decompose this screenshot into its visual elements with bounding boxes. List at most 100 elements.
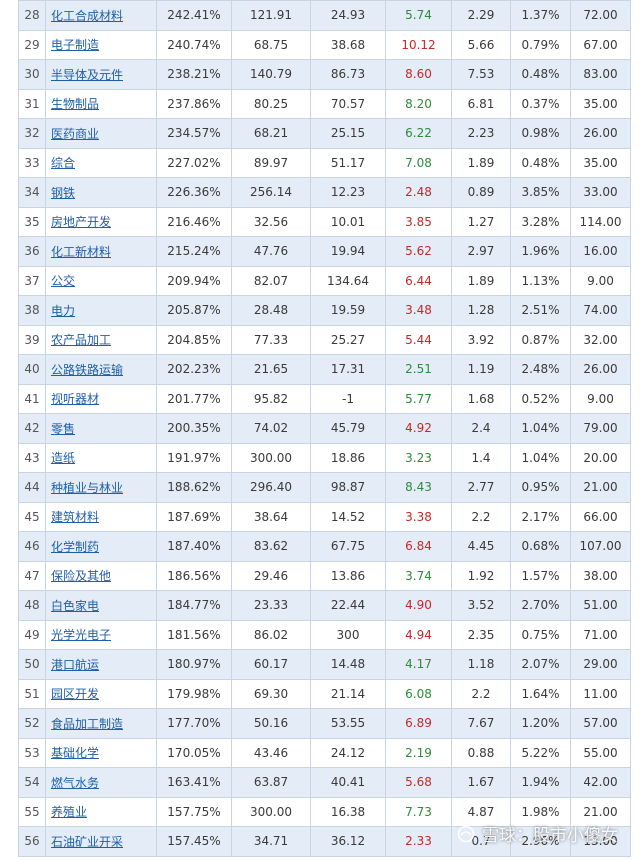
industry-link[interactable]: 养殖业 bbox=[51, 805, 88, 820]
metric-cell: 13.86 bbox=[310, 560, 386, 591]
metric-cell: 300.00 bbox=[231, 442, 311, 473]
industry-link[interactable]: 白色家电 bbox=[51, 598, 100, 613]
industry-name-cell[interactable]: 医药商业 bbox=[45, 118, 157, 149]
table-row: 29 电子制造 240.74% 68.75 38.68 10.12 5.66 0.79% 67.… bbox=[18, 29, 631, 60]
metric-cell: 238.21% bbox=[156, 59, 232, 90]
metric-cell: 5.22% bbox=[510, 737, 571, 768]
metric-cell: 216.46% bbox=[156, 206, 232, 237]
metric-cell: 9.00 bbox=[570, 383, 631, 414]
industry-name-cell[interactable]: 食品加工制造 bbox=[45, 708, 157, 739]
metric-cell: 0.37% bbox=[510, 88, 571, 119]
industry-link[interactable]: 生物制品 bbox=[51, 97, 100, 112]
industry-link[interactable]: 房地产开发 bbox=[51, 215, 112, 230]
industry-name-cell[interactable]: 房地产开发 bbox=[45, 206, 157, 237]
industry-link[interactable]: 种植业与林业 bbox=[51, 480, 124, 495]
metric-cell: 1.57% bbox=[510, 560, 571, 591]
rank-cell: 48 bbox=[18, 590, 46, 621]
rank-cell: 44 bbox=[18, 472, 46, 503]
industry-name-cell[interactable]: 基础化学 bbox=[45, 737, 157, 768]
industry-name-cell[interactable]: 农产品加工 bbox=[45, 324, 157, 355]
table-row: 52 食品加工制造 177.70% 50.16 53.55 6.89 7.67 1.20% 57… bbox=[18, 708, 631, 739]
metric-cell: 21.00 bbox=[570, 472, 631, 503]
industry-name-cell[interactable]: 化工新材料 bbox=[45, 236, 157, 267]
industry-link[interactable]: 建筑材料 bbox=[51, 510, 100, 525]
industry-link[interactable]: 化工新材料 bbox=[51, 244, 112, 259]
industry-link[interactable]: 园区开发 bbox=[51, 687, 100, 702]
industry-name-cell[interactable]: 公交 bbox=[45, 265, 157, 296]
metric-cell: 19.59 bbox=[310, 295, 386, 326]
metric-cell: 28.48 bbox=[231, 295, 311, 326]
industry-name-cell[interactable]: 保险及其他 bbox=[45, 560, 157, 591]
industry-name-cell[interactable]: 建筑材料 bbox=[45, 501, 157, 532]
industry-link[interactable]: 医药商业 bbox=[51, 126, 100, 141]
industry-name-cell[interactable]: 造纸 bbox=[45, 442, 157, 473]
industry-link[interactable]: 农产品加工 bbox=[51, 333, 112, 348]
industry-link[interactable]: 电力 bbox=[51, 303, 76, 318]
industry-name-cell[interactable]: 光学光电子 bbox=[45, 619, 157, 650]
industry-link[interactable]: 基础化学 bbox=[51, 746, 100, 761]
metric-cell: 4.87 bbox=[451, 796, 511, 827]
metric-cell: 18.86 bbox=[310, 442, 386, 473]
industry-link[interactable]: 电子制造 bbox=[51, 38, 100, 53]
metric-cell: 55.00 bbox=[570, 737, 631, 768]
industry-name-cell[interactable]: 白色家电 bbox=[45, 590, 157, 621]
metric-cell: 50.16 bbox=[231, 708, 311, 739]
metric-cell: 0.88 bbox=[451, 737, 511, 768]
metric-cell: 21.00 bbox=[570, 796, 631, 827]
metric-cell: 72.00 bbox=[570, 0, 631, 31]
industry-link[interactable]: 公交 bbox=[51, 274, 76, 289]
table-row: 41 视听器材 201.77% 95.82 -1 5.77 1.68 0.52% 9.00 bbox=[18, 383, 631, 414]
rank-cell: 28 bbox=[18, 0, 46, 31]
industry-name-cell[interactable]: 电力 bbox=[45, 295, 157, 326]
rank-cell: 37 bbox=[18, 265, 46, 296]
industry-name-cell[interactable]: 钢铁 bbox=[45, 177, 157, 208]
metric-cell: 38.00 bbox=[570, 560, 631, 591]
table-row: 32 医药商业 234.57% 68.21 25.15 6.22 2.23 0.98% 26.0… bbox=[18, 118, 631, 149]
table-row: 34 钢铁 226.36% 256.14 12.23 2.48 0.89 3.85% 33.00 bbox=[18, 177, 631, 208]
industry-link[interactable]: 造纸 bbox=[51, 451, 76, 466]
metric-cell: 157.75% bbox=[156, 796, 232, 827]
industry-name-cell[interactable]: 港口航运 bbox=[45, 649, 157, 680]
metric-cell: 86.02 bbox=[231, 619, 311, 650]
industry-link[interactable]: 化工合成材料 bbox=[51, 8, 124, 23]
metric-cell: 9.00 bbox=[570, 265, 631, 296]
industry-link[interactable]: 钢铁 bbox=[51, 185, 76, 200]
industry-link[interactable]: 港口航运 bbox=[51, 657, 100, 672]
metric-cell: 1.89 bbox=[451, 265, 511, 296]
industry-link[interactable]: 视听器材 bbox=[51, 392, 100, 407]
industry-link[interactable]: 燃气水务 bbox=[51, 775, 100, 790]
industry-name-cell[interactable]: 燃气水务 bbox=[45, 767, 157, 798]
industry-name-cell[interactable]: 视听器材 bbox=[45, 383, 157, 414]
industry-name-cell[interactable]: 园区开发 bbox=[45, 678, 157, 709]
metric-cell: 2.2 bbox=[451, 501, 511, 532]
industry-name-cell[interactable]: 零售 bbox=[45, 413, 157, 444]
industry-name-cell[interactable]: 电子制造 bbox=[45, 29, 157, 60]
metric-cell: 0.79% bbox=[510, 29, 571, 60]
industry-name-cell[interactable]: 养殖业 bbox=[45, 796, 157, 827]
industry-link[interactable]: 半导体及元件 bbox=[51, 67, 124, 82]
industry-name-cell[interactable]: 化工合成材料 bbox=[45, 0, 157, 31]
industry-link[interactable]: 石油矿业开采 bbox=[51, 834, 124, 849]
industry-link[interactable]: 公路铁路运输 bbox=[51, 362, 124, 377]
industry-link[interactable]: 保险及其他 bbox=[51, 569, 112, 584]
industry-link[interactable]: 综合 bbox=[51, 156, 76, 171]
metric-cell: 181.56% bbox=[156, 619, 232, 650]
industry-name-cell[interactable]: 半导体及元件 bbox=[45, 59, 157, 90]
industry-name-cell[interactable]: 种植业与林业 bbox=[45, 472, 157, 503]
metric-cell: 26.00 bbox=[570, 118, 631, 149]
industry-name-cell[interactable]: 公路铁路运输 bbox=[45, 354, 157, 385]
industry-name-cell[interactable]: 化学制药 bbox=[45, 531, 157, 562]
table-row: 42 零售 200.35% 74.02 45.79 4.92 2.4 1.04% 79.00 bbox=[18, 413, 631, 444]
industry-link[interactable]: 食品加工制造 bbox=[51, 716, 124, 731]
industry-link[interactable]: 光学光电子 bbox=[51, 628, 112, 643]
industry-link[interactable]: 零售 bbox=[51, 421, 76, 436]
metric-cell: 200.35% bbox=[156, 413, 232, 444]
metric-cell: 2.96% bbox=[510, 826, 571, 857]
industry-name-cell[interactable]: 生物制品 bbox=[45, 88, 157, 119]
industry-link[interactable]: 化学制药 bbox=[51, 539, 100, 554]
industry-name-cell[interactable]: 石油矿业开采 bbox=[45, 826, 157, 857]
industry-name-cell[interactable]: 综合 bbox=[45, 147, 157, 178]
change-cell: 6.22 bbox=[385, 118, 452, 149]
metric-cell: 1.4 bbox=[451, 442, 511, 473]
metric-cell: 38.68 bbox=[310, 29, 386, 60]
